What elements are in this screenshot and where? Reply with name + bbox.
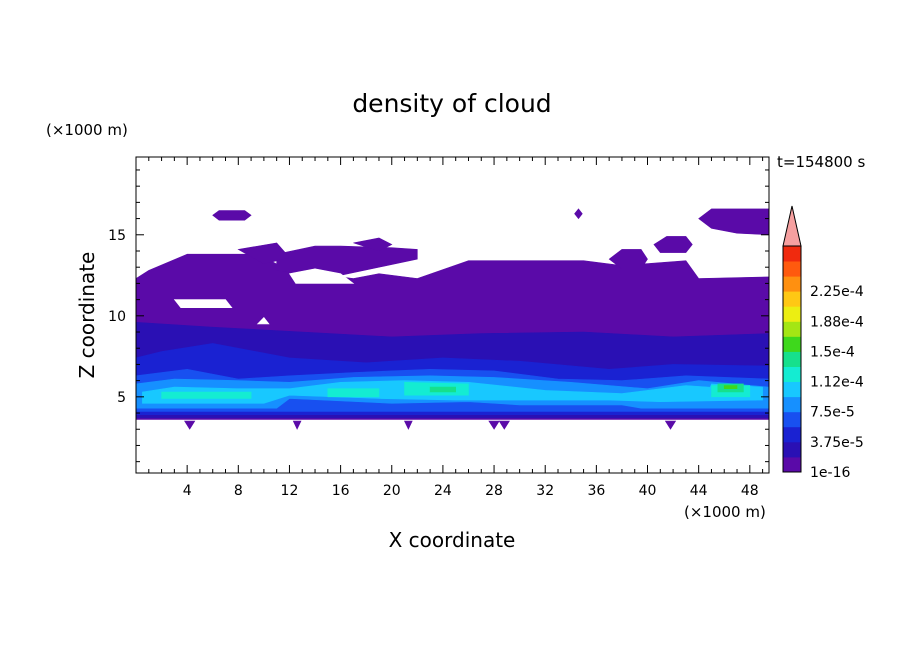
contour-level-1 xyxy=(212,210,252,221)
x-axis-ticks: 4 8 12 16 20 24 28 32 36 40 44 48 xyxy=(148,157,764,499)
contour-level-1 xyxy=(574,208,583,220)
colorbar-swatch xyxy=(783,321,801,337)
x-tick-label: 44 xyxy=(690,483,708,499)
y-tick-label: 10 xyxy=(108,309,126,325)
x-tick-label: 24 xyxy=(434,483,452,499)
x-tick-label: 40 xyxy=(639,483,657,499)
contour-level-1 xyxy=(698,208,770,236)
contour-level-0 xyxy=(173,299,233,309)
colorbar-swatch xyxy=(783,366,801,382)
time-label: t=154800 s xyxy=(777,153,865,171)
y-tick-label: 5 xyxy=(117,390,126,406)
contour-level-8 xyxy=(429,386,457,393)
colorbar-label: 1e-16 xyxy=(810,465,850,481)
x-tick-label: 36 xyxy=(587,483,605,499)
y-axis-ticks: 5 10 15 xyxy=(108,169,769,463)
colorbar-swatch xyxy=(783,306,801,322)
colorbar-label: 1.88e-4 xyxy=(810,314,864,330)
x-tick-label: 48 xyxy=(741,483,759,499)
x-tick-label: 32 xyxy=(536,483,554,499)
colorbar-swatch xyxy=(783,246,801,262)
plot-frame xyxy=(135,156,770,474)
contour-level-0 xyxy=(256,316,270,325)
x-tick-label: 16 xyxy=(332,483,350,499)
contour-level-0 xyxy=(289,268,355,284)
colorbar-swatch xyxy=(783,336,801,352)
contour-level-1 xyxy=(276,245,418,276)
colorbar-swatch xyxy=(783,381,801,398)
colorbar-swatch xyxy=(783,396,801,413)
contour-level-1 xyxy=(608,249,648,270)
colorbar-label: 3.75e-5 xyxy=(810,435,864,451)
x-tick-label: 20 xyxy=(383,483,401,499)
colorbar-swatch xyxy=(783,351,801,367)
colorbar-swatch xyxy=(783,276,801,292)
x-tick-label: 28 xyxy=(485,483,503,499)
colorbar-extend-arrow xyxy=(782,205,802,247)
contour-level-1 xyxy=(488,420,500,430)
contour-level-7 xyxy=(327,388,380,398)
chart-title: density of cloud xyxy=(352,89,551,118)
contour-level-1 xyxy=(653,236,693,253)
x-tick-label: 8 xyxy=(234,483,243,499)
contour-level-1 xyxy=(498,420,510,430)
contour-level-1 xyxy=(353,237,393,252)
colorbar-swatch xyxy=(783,441,801,458)
colorbar-label: 1.5e-4 xyxy=(810,344,855,360)
y-axis-unit: (×1000 m) xyxy=(46,121,128,139)
contour-field xyxy=(135,208,770,430)
x-axis-unit: (×1000 m) xyxy=(684,503,766,521)
y-tick-label: 15 xyxy=(108,228,126,244)
colorbar-swatch xyxy=(783,456,801,473)
colorbar-label: 2.25e-4 xyxy=(810,284,864,300)
contour-level-1 xyxy=(404,420,413,430)
colorbar: 1e-16 3.75e-5 7.5e-5 1.12e-4 1.5e-4 1.88e-4 2.… xyxy=(782,205,864,481)
contour-level-9 xyxy=(723,385,738,390)
colorbar-swatch xyxy=(783,261,801,277)
colorbar-swatch xyxy=(783,426,801,443)
contour-level-1 xyxy=(292,420,302,430)
colorbar-swatch xyxy=(783,291,801,307)
x-axis-label: X coordinate xyxy=(389,528,516,552)
colorbar-swatch xyxy=(783,411,801,428)
contour-level-1 xyxy=(664,420,677,430)
y-axis-label: Z coordinate xyxy=(75,252,99,379)
colorbar-label: 7.5e-5 xyxy=(810,405,855,421)
contour-level-1 xyxy=(184,420,196,430)
x-tick-label: 12 xyxy=(281,483,299,499)
colorbar-label: 1.12e-4 xyxy=(810,375,864,391)
contour-level-7 xyxy=(161,391,252,399)
x-tick-label: 4 xyxy=(183,483,192,499)
contour-level-1 xyxy=(237,242,291,265)
